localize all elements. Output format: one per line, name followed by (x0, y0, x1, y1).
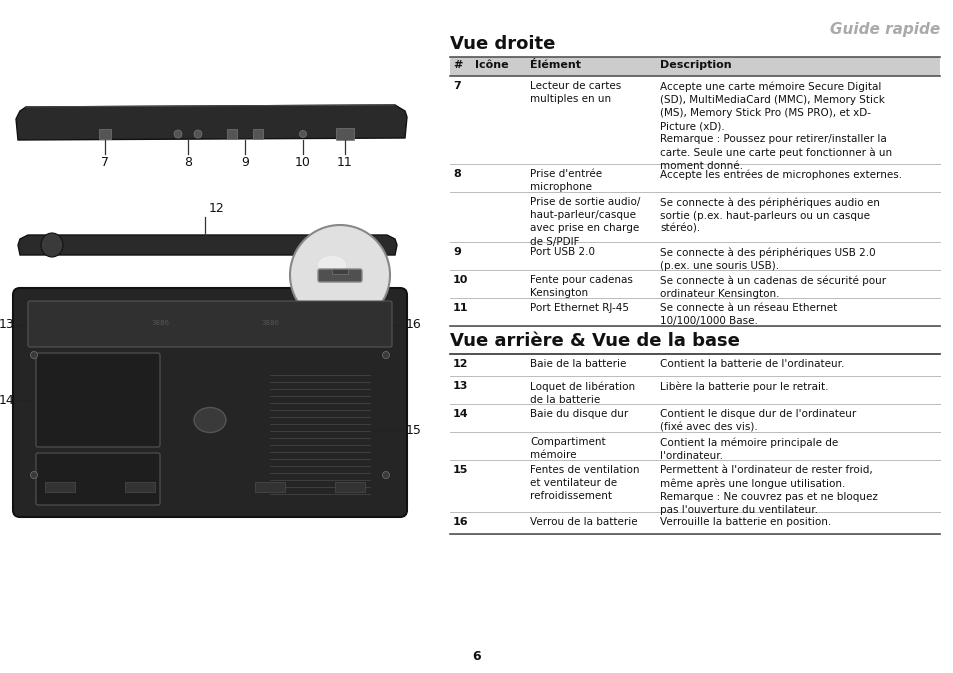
Text: 13: 13 (453, 381, 468, 391)
Text: Loquet de libération
de la batterie: Loquet de libération de la batterie (530, 381, 635, 404)
Text: 7: 7 (453, 81, 460, 91)
Text: 14: 14 (0, 394, 14, 406)
Polygon shape (200, 235, 370, 240)
FancyBboxPatch shape (36, 453, 160, 505)
Polygon shape (18, 235, 396, 255)
Text: 3886: 3886 (261, 320, 278, 326)
Text: Élément: Élément (530, 60, 580, 70)
Text: Contient la mémoire principale de
l'ordinateur.: Contient la mémoire principale de l'ordi… (659, 437, 838, 461)
FancyBboxPatch shape (227, 129, 236, 139)
Text: Lecteur de cartes
multiples en un: Lecteur de cartes multiples en un (530, 81, 620, 104)
Text: Vue arrière & Vue de la base: Vue arrière & Vue de la base (450, 332, 740, 350)
Text: Se connecte à un réseau Ethernet
10/100/1000 Base.: Se connecte à un réseau Ethernet 10/100/… (659, 303, 837, 326)
Circle shape (299, 131, 306, 137)
FancyBboxPatch shape (317, 269, 361, 282)
Text: 8: 8 (453, 169, 460, 179)
Text: Contient le disque dur de l'ordinateur
(fixé avec des vis).: Contient le disque dur de l'ordinateur (… (659, 409, 856, 432)
Text: Guide rapide: Guide rapide (829, 22, 939, 37)
Circle shape (290, 225, 390, 325)
Bar (45, 482, 75, 492)
Text: 12: 12 (209, 202, 225, 215)
Text: 12: 12 (453, 359, 468, 369)
Text: 15: 15 (453, 465, 468, 475)
Circle shape (30, 351, 37, 359)
Text: 8: 8 (184, 156, 192, 169)
Text: Fente pour cadenas
Kensington: Fente pour cadenas Kensington (530, 275, 632, 298)
FancyBboxPatch shape (13, 288, 407, 517)
Ellipse shape (41, 233, 63, 257)
Text: Verrou de la batterie: Verrou de la batterie (530, 517, 637, 527)
Text: 16: 16 (453, 517, 468, 527)
Text: Se connecte à un cadenas de sécurité pour
ordinateur Kensington.: Se connecte à un cadenas de sécurité pou… (659, 275, 885, 299)
Text: Compartiment
mémoire: Compartiment mémoire (530, 437, 605, 460)
Text: Prise de sortie audio/
haut-parleur/casque
avec prise en charge
de S/PDIF: Prise de sortie audio/ haut-parleur/casq… (530, 197, 639, 246)
Circle shape (30, 472, 37, 479)
Text: 7: 7 (101, 156, 109, 169)
Text: Accepte les entrées de microphones externes.: Accepte les entrées de microphones exter… (659, 169, 902, 180)
Text: 11: 11 (336, 156, 353, 169)
Text: Port USB 2.0: Port USB 2.0 (530, 247, 595, 257)
Text: 15: 15 (406, 423, 421, 437)
Ellipse shape (317, 256, 346, 274)
Text: 10: 10 (453, 275, 468, 285)
Text: Verrouille la batterie en position.: Verrouille la batterie en position. (659, 517, 830, 527)
Circle shape (193, 130, 202, 138)
Bar (335, 482, 365, 492)
Text: Permettent à l'ordinateur de rester froid,
même après une longue utilisation.
Re: Permettent à l'ordinateur de rester froi… (659, 465, 877, 516)
Text: 11: 11 (453, 303, 468, 313)
Bar (125, 482, 154, 492)
Text: 6: 6 (472, 650, 481, 663)
Text: Prise d'entrée
microphone: Prise d'entrée microphone (530, 169, 601, 192)
Text: Se connecte à des périphériques USB 2.0
(p.ex. une souris USB).: Se connecte à des périphériques USB 2.0 … (659, 247, 875, 271)
Ellipse shape (344, 233, 366, 257)
FancyBboxPatch shape (99, 129, 111, 139)
Text: 14: 14 (453, 409, 468, 419)
Bar (450, 57, 939, 76)
Text: 16: 16 (406, 318, 421, 332)
Text: Se connecte à des périphériques audio en
sortie (p.ex. haut-parleurs ou un casqu: Se connecte à des périphériques audio en… (659, 197, 879, 234)
Ellipse shape (193, 407, 226, 433)
Text: Accepte une carte mémoire Secure Digital
(SD), MultiMediaCard (MMC), Memory Stic: Accepte une carte mémoire Secure Digital… (659, 81, 891, 172)
Text: Baie du disque dur: Baie du disque dur (530, 409, 628, 419)
Circle shape (382, 351, 389, 359)
Text: #: # (453, 60, 462, 70)
Text: 10: 10 (294, 156, 311, 169)
Text: Libère la batterie pour le retrait.: Libère la batterie pour le retrait. (659, 381, 827, 392)
Circle shape (173, 130, 182, 138)
Bar (254, 482, 285, 492)
FancyBboxPatch shape (36, 353, 160, 447)
Text: Fentes de ventilation
et ventilateur de
refroidissement: Fentes de ventilation et ventilateur de … (530, 465, 639, 501)
Text: 13: 13 (0, 318, 14, 332)
Text: Vue droite: Vue droite (450, 35, 555, 53)
Text: Port Ethernet RJ-45: Port Ethernet RJ-45 (530, 303, 628, 313)
Text: Description: Description (659, 60, 731, 70)
Text: 9: 9 (453, 247, 460, 257)
Polygon shape (16, 105, 407, 140)
Text: Icône: Icône (475, 60, 508, 70)
Circle shape (382, 472, 389, 479)
FancyBboxPatch shape (253, 129, 263, 139)
Text: Baie de la batterie: Baie de la batterie (530, 359, 626, 369)
Text: 9: 9 (241, 156, 249, 169)
FancyBboxPatch shape (332, 269, 348, 274)
Text: Contient la batterie de l'ordinateur.: Contient la batterie de l'ordinateur. (659, 359, 843, 369)
FancyBboxPatch shape (335, 128, 354, 140)
Text: 3886: 3886 (151, 320, 169, 326)
FancyBboxPatch shape (28, 301, 392, 347)
